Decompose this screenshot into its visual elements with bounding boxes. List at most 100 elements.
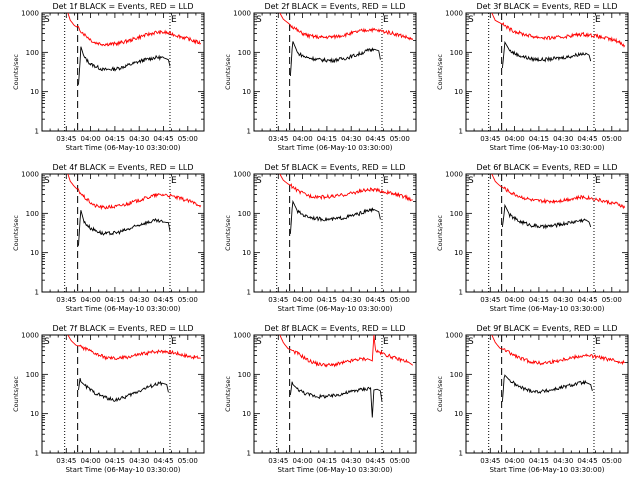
panel-title: Det 9f BLACK = Events, RED = LLD (476, 324, 617, 333)
x-tick-label: 04:30 (553, 296, 573, 304)
x-tick-label: 04:00 (81, 135, 101, 143)
x-axis-label: Start Time (06-May-10 03:30:00) (277, 466, 392, 474)
x-tick-label: 03:45 (56, 135, 76, 143)
plot-frame (465, 334, 629, 454)
x-tick-label: 04:30 (553, 457, 573, 465)
x-tick-label: 04:15 (317, 296, 337, 304)
y-tick-label: 10 (454, 249, 463, 257)
x-tick-label: 04:15 (529, 296, 549, 304)
y-tick-label: 1000 (21, 332, 39, 340)
plot-frame (253, 12, 417, 132)
panel-title: Det 7f BLACK = Events, RED = LLD (52, 324, 193, 333)
panel-title: Det 4f BLACK = Events, RED = LLD (52, 163, 193, 172)
plot-frame (465, 173, 629, 293)
x-tick-label: 04:15 (317, 135, 337, 143)
y-tick-label: 1 (247, 450, 251, 458)
plot-frame (253, 334, 417, 454)
y-tick-label: 100 (26, 371, 39, 379)
x-tick-label: 04:45 (153, 296, 173, 304)
x-tick-label: 05:00 (602, 296, 622, 304)
y-axis-label: Counts/sec (436, 215, 444, 251)
y-tick-label: 1000 (21, 171, 39, 179)
x-tick-label: 03:45 (56, 296, 76, 304)
y-tick-label: 100 (238, 371, 251, 379)
panel-title: Det 8f BLACK = Events, RED = LLD (264, 324, 405, 333)
y-tick-label: 1 (247, 128, 251, 136)
x-axis-label: Start Time (06-May-10 03:30:00) (65, 144, 180, 152)
x-tick-label: 04:45 (577, 457, 597, 465)
start-marker-label: S (468, 337, 474, 347)
x-tick-label: 05:00 (602, 457, 622, 465)
y-axis-label: Counts/sec (12, 215, 20, 251)
panel-title: Det 6f BLACK = Events, RED = LLD (476, 163, 617, 172)
y-tick-label: 1000 (233, 10, 251, 18)
series-events-line (501, 40, 592, 69)
series-events-line (78, 210, 171, 246)
x-tick-label: 04:15 (529, 457, 549, 465)
x-tick-label: 04:00 (81, 296, 101, 304)
y-tick-label: 1000 (233, 171, 251, 179)
x-tick-label: 05:00 (390, 135, 410, 143)
start-marker-label: S (256, 176, 262, 186)
x-tick-label: 04:00 (505, 135, 525, 143)
y-tick-label: 1 (35, 289, 39, 297)
series-events-line (501, 374, 593, 402)
series-events-line (289, 381, 383, 418)
y-tick-label: 100 (238, 210, 251, 218)
series-lld-line (67, 335, 201, 361)
x-tick-label: 04:00 (505, 457, 525, 465)
panel-det-7: Det 7f BLACK = Events, RED = LLD 1 10 100 10… (12, 324, 205, 474)
series-lld-line (67, 174, 202, 211)
y-tick-label: 10 (242, 410, 251, 418)
x-tick-label: 03:45 (480, 135, 500, 143)
x-axis-label: Start Time (06-May-10 03:30:00) (65, 466, 180, 474)
start-marker-label: S (256, 337, 262, 347)
x-tick-label: 04:45 (153, 457, 173, 465)
y-axis-label: Counts/sec (224, 215, 232, 251)
x-axis-label: Start Time (06-May-10 03:30:00) (277, 305, 392, 313)
x-tick-label: 04:45 (365, 457, 385, 465)
x-tick-label: 04:15 (317, 457, 337, 465)
end-marker-label: E (383, 337, 389, 347)
panel-det-3: Det 3f BLACK = Events, RED = LLD 1 10 100 10… (436, 2, 629, 152)
x-tick-label: 03:45 (480, 457, 500, 465)
start-marker-label: S (256, 15, 262, 25)
y-axis-label: Counts/sec (436, 376, 444, 412)
x-axis-label: Start Time (06-May-10 03:30:00) (489, 144, 604, 152)
x-tick-label: 05:00 (178, 296, 198, 304)
y-axis-label: Counts/sec (224, 376, 232, 412)
panel-title: Det 1f BLACK = Events, RED = LLD (52, 2, 193, 11)
x-axis-label: Start Time (06-May-10 03:30:00) (489, 305, 604, 313)
series-lld-line (491, 174, 626, 210)
x-tick-label: 04:00 (293, 457, 313, 465)
y-tick-label: 10 (242, 88, 251, 96)
x-tick-label: 04:30 (129, 296, 149, 304)
start-marker-label: S (468, 176, 474, 186)
plot-frame (41, 334, 205, 454)
start-marker-label: S (468, 15, 474, 25)
start-marker-label: S (44, 176, 50, 186)
y-tick-label: 10 (30, 249, 39, 257)
y-tick-label: 100 (26, 210, 39, 218)
y-axis-label: Counts/sec (436, 54, 444, 90)
series-lld-line (491, 13, 626, 48)
y-tick-label: 100 (26, 49, 39, 57)
x-tick-label: 05:00 (390, 457, 410, 465)
end-marker-label: E (383, 176, 389, 186)
x-tick-label: 04:00 (293, 135, 313, 143)
x-axis-label: Start Time (06-May-10 03:30:00) (489, 466, 604, 474)
series-lld-line (279, 335, 414, 368)
panel-title: Det 2f BLACK = Events, RED = LLD (264, 2, 405, 11)
panel-det-8: Det 8f BLACK = Events, RED = LLD 1 10 100 10… (224, 324, 417, 474)
x-tick-label: 04:45 (577, 296, 597, 304)
y-tick-label: 10 (454, 88, 463, 96)
y-tick-label: 100 (450, 371, 463, 379)
x-tick-label: 03:45 (268, 457, 288, 465)
panel-det-6: Det 6f BLACK = Events, RED = LLD 1 10 100 10… (436, 163, 629, 313)
end-marker-label: E (171, 15, 177, 25)
x-tick-label: 04:30 (341, 296, 361, 304)
y-tick-label: 100 (450, 210, 463, 218)
x-tick-label: 04:00 (505, 296, 525, 304)
series-lld-line (491, 335, 625, 366)
series-lld-line (279, 174, 413, 202)
